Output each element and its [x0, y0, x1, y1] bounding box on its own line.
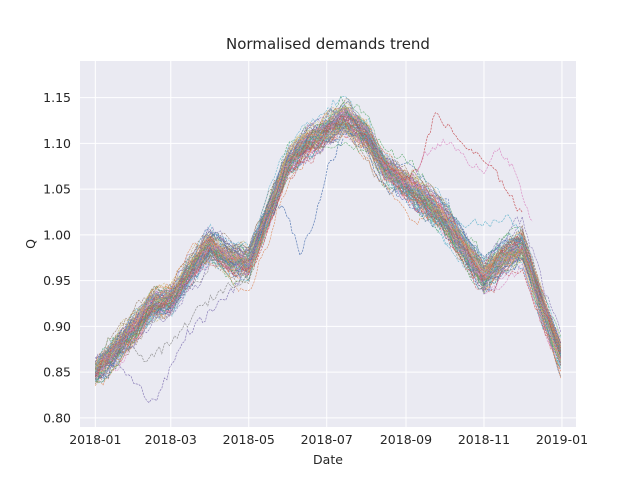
y-tick-label: 0.85 [43, 365, 71, 380]
series-line [95, 113, 561, 370]
series-line [95, 114, 561, 372]
y-tick-label: 1.00 [43, 227, 71, 242]
series-line [95, 128, 561, 368]
series-line [383, 138, 533, 222]
series-line [95, 129, 561, 379]
series-line [95, 272, 249, 404]
y-tick-label: 0.80 [43, 410, 71, 425]
series-line [95, 124, 561, 373]
series-line [95, 118, 561, 375]
y-axis-label: Q [23, 239, 38, 249]
series-line [405, 194, 527, 244]
series-line [95, 274, 249, 365]
series-line [95, 121, 561, 376]
y-tick-label: 0.90 [43, 319, 71, 334]
series-line [383, 112, 523, 213]
x-tick-label: 2018-07 [301, 432, 353, 447]
tick-labels: 2018-01 2018-03 2018-05 2018-07 2018-09 2018-… [43, 90, 588, 447]
x-tick-label: 2018-03 [145, 432, 197, 447]
series-line [95, 117, 561, 370]
series-line [95, 101, 561, 370]
series-line [95, 111, 561, 368]
x-tick-label: 2018-01 [69, 432, 121, 447]
x-tick-label: 2018-11 [458, 432, 510, 447]
x-tick-label: 2018-05 [223, 432, 275, 447]
y-tick-label: 0.95 [43, 273, 71, 288]
series-line [95, 105, 561, 374]
series-line [248, 137, 344, 261]
series-line [95, 127, 561, 374]
x-axis-label: Date [313, 452, 343, 467]
y-tick-label: 1.15 [43, 90, 71, 105]
plot-area [80, 61, 576, 427]
chart-title: Normalised demands trend [226, 35, 430, 53]
x-tick-label: 2019-01 [536, 432, 588, 447]
y-tick-label: 1.05 [43, 182, 71, 197]
series-line [95, 107, 561, 368]
x-tick-label: 2018-09 [380, 432, 432, 447]
series-line [95, 94, 561, 365]
series-line [95, 100, 561, 363]
series-line [95, 95, 561, 367]
series-lines [95, 94, 561, 404]
y-tick-label: 1.10 [43, 136, 71, 151]
